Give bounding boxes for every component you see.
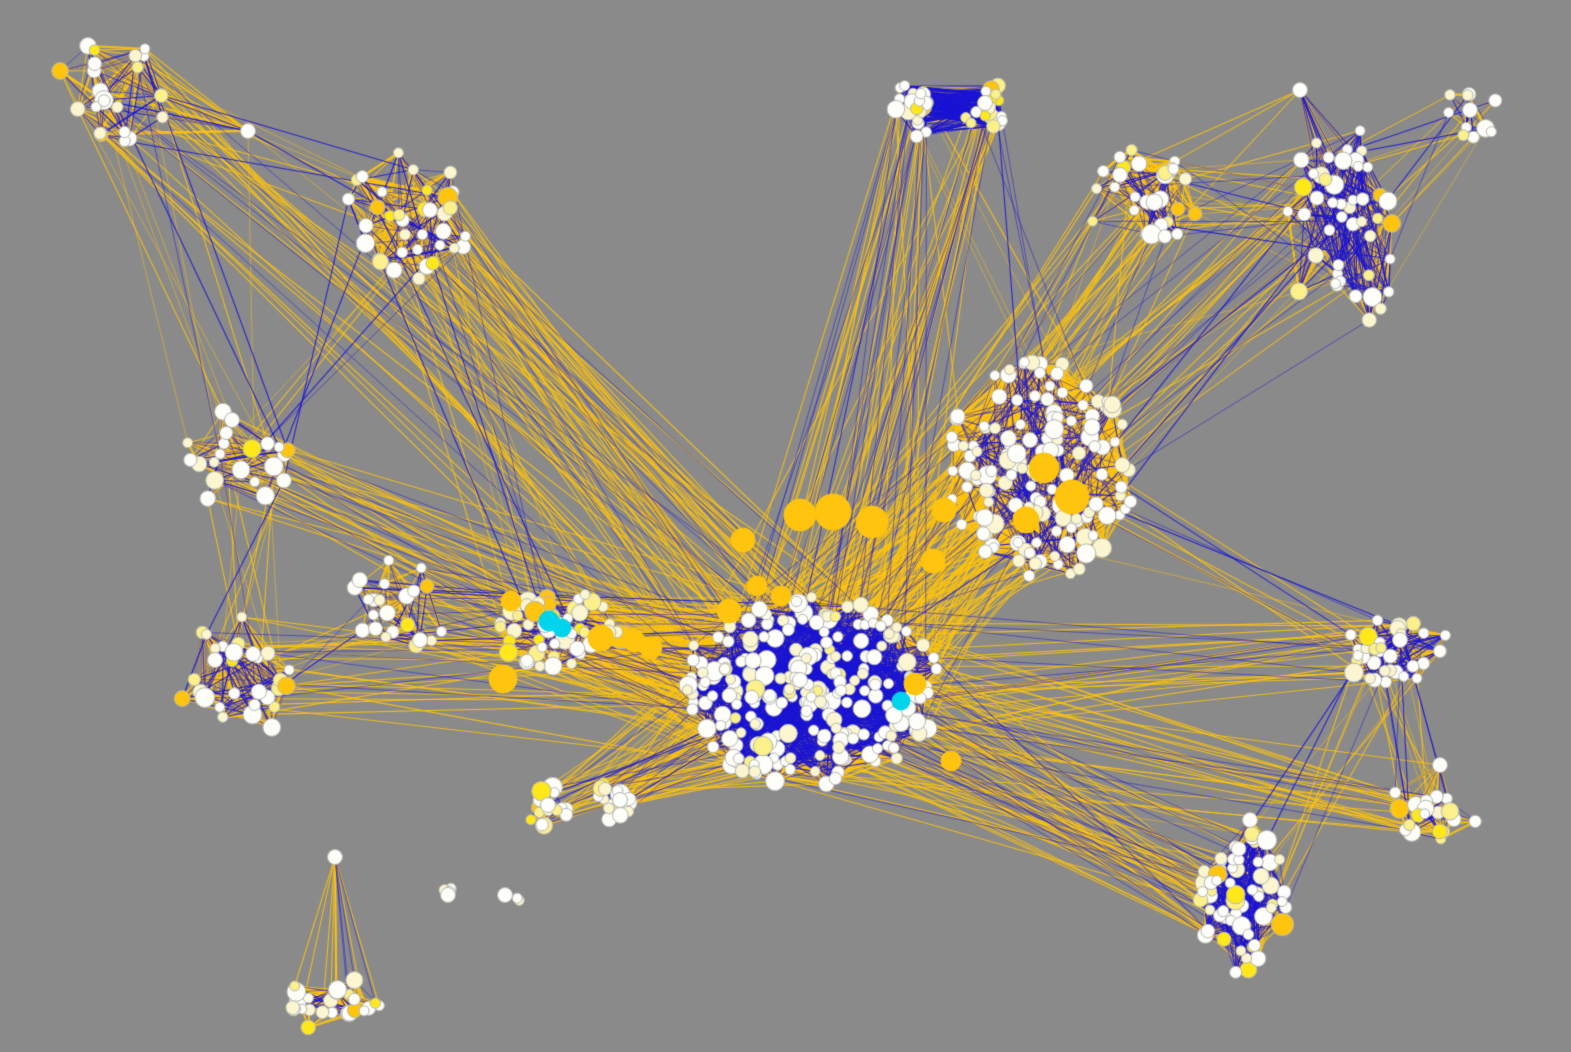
graph-canvas[interactable] [0, 0, 1571, 1052]
network-graph-visualization [0, 0, 1571, 1052]
